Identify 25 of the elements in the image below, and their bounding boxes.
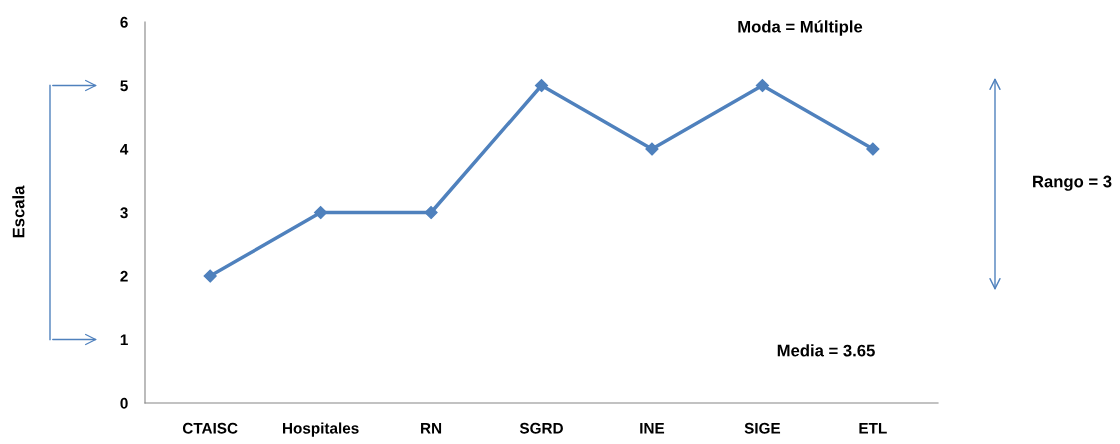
point [866, 142, 880, 156]
point [534, 78, 549, 93]
point [314, 205, 328, 220]
y-tick-label: 0 [120, 397, 128, 409]
point [203, 269, 217, 283]
x-tick-label: SIGE [744, 422, 781, 434]
y-tick-label: 3 [120, 207, 128, 219]
x-tick-label: INE [640, 423, 665, 434]
x-tick-label: RN [421, 423, 442, 434]
y-tick-label: 5 [120, 80, 128, 92]
y-tick-label: 4 [120, 144, 129, 155]
annotation: Moda = Múltiple [738, 20, 863, 36]
x-tick-label: SGRD [519, 422, 563, 434]
y-tick-label: 1 [120, 334, 128, 346]
annotation: Media = 3.65 [777, 344, 875, 357]
text: Rango = 3 [1033, 175, 1112, 191]
point [424, 205, 438, 220]
x-tick-label: CTAISC [182, 422, 238, 434]
y-tick-label: 6 [120, 16, 128, 28]
x-tick-label: ETL [859, 423, 887, 434]
y-tick-label: 2 [120, 270, 128, 282]
point [645, 142, 659, 156]
point [755, 78, 769, 93]
x-tick-label: Hospitales [283, 422, 359, 437]
text: Escala [12, 185, 25, 238]
